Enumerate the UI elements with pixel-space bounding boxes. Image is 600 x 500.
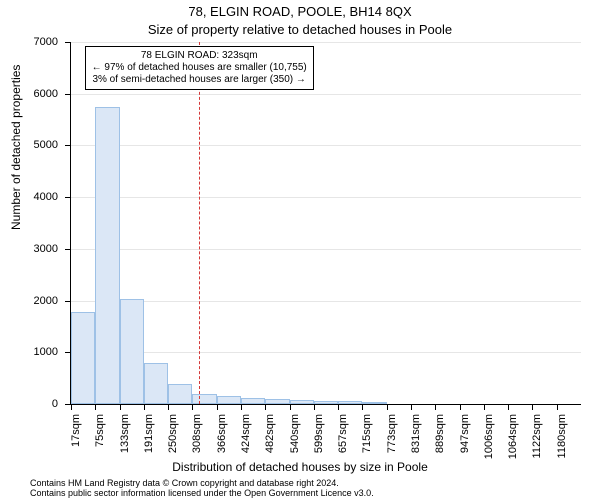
info-box-line: 3% of semi-detached houses are larger (3… xyxy=(92,74,307,86)
histogram-bar xyxy=(192,394,216,404)
x-tick-label: 715sqm xyxy=(361,414,373,464)
gridline xyxy=(71,249,581,250)
x-tick-label: 657sqm xyxy=(337,414,349,464)
x-tick xyxy=(460,404,461,410)
x-tick xyxy=(192,404,193,410)
y-tick xyxy=(65,145,71,146)
chart-subtitle: Size of property relative to detached ho… xyxy=(0,22,600,37)
histogram-bar xyxy=(120,299,144,404)
plot-area: 78 ELGIN ROAD: 323sqm← 97% of detached h… xyxy=(70,42,581,405)
histogram-bar xyxy=(71,312,95,404)
y-tick-label: 1000 xyxy=(18,347,58,358)
x-tick-label: 250sqm xyxy=(167,414,179,464)
x-tick-label: 133sqm xyxy=(119,414,131,464)
footer-line-1: Contains HM Land Registry data © Crown c… xyxy=(30,478,374,488)
x-tick-label: 366sqm xyxy=(216,414,228,464)
footer-line-2: Contains public sector information licen… xyxy=(30,488,374,498)
x-tick-label: 1122sqm xyxy=(531,414,543,464)
x-tick-label: 947sqm xyxy=(459,414,471,464)
x-tick-label: 773sqm xyxy=(386,414,398,464)
x-tick-label: 599sqm xyxy=(313,414,325,464)
y-tick-label: 4000 xyxy=(18,192,58,203)
x-tick-label: 75sqm xyxy=(94,414,106,464)
x-tick xyxy=(217,404,218,410)
chart-page: 78, ELGIN ROAD, POOLE, BH14 8QX Size of … xyxy=(0,0,600,500)
gridline xyxy=(71,301,581,302)
y-tick xyxy=(65,249,71,250)
x-tick-label: 540sqm xyxy=(289,414,301,464)
histogram-bar xyxy=(265,399,289,404)
y-tick-label: 0 xyxy=(18,399,58,410)
x-tick xyxy=(241,404,242,410)
x-tick-label: 1064sqm xyxy=(507,414,519,464)
histogram-bar xyxy=(338,401,362,404)
histogram-bar xyxy=(168,384,192,404)
histogram-bar xyxy=(290,400,314,404)
y-tick xyxy=(65,197,71,198)
x-tick xyxy=(484,404,485,410)
gridline xyxy=(71,94,581,95)
info-box: 78 ELGIN ROAD: 323sqm← 97% of detached h… xyxy=(85,46,314,90)
histogram-bar xyxy=(314,401,338,404)
x-tick xyxy=(120,404,121,410)
y-tick-label: 6000 xyxy=(18,89,58,100)
x-tick-label: 191sqm xyxy=(143,414,155,464)
x-tick xyxy=(387,404,388,410)
x-tick xyxy=(508,404,509,410)
y-tick xyxy=(65,301,71,302)
histogram-bar xyxy=(362,402,386,404)
info-box-line: 78 ELGIN ROAD: 323sqm xyxy=(92,50,307,62)
histogram-bar xyxy=(144,363,168,404)
x-tick-label: 831sqm xyxy=(410,414,422,464)
gridline xyxy=(71,42,581,43)
histogram-bar xyxy=(217,396,241,404)
x-tick xyxy=(532,404,533,410)
y-tick xyxy=(65,42,71,43)
x-tick-label: 424sqm xyxy=(240,414,252,464)
gridline xyxy=(71,197,581,198)
x-tick xyxy=(265,404,266,410)
reference-line xyxy=(199,42,200,404)
x-tick-label: 1006sqm xyxy=(483,414,495,464)
x-tick-label: 889sqm xyxy=(434,414,446,464)
histogram-bar xyxy=(241,398,265,404)
gridline xyxy=(71,145,581,146)
x-tick xyxy=(95,404,96,410)
x-tick xyxy=(168,404,169,410)
y-tick-label: 7000 xyxy=(18,37,58,48)
x-tick xyxy=(144,404,145,410)
page-title: 78, ELGIN ROAD, POOLE, BH14 8QX xyxy=(0,4,600,19)
x-tick xyxy=(435,404,436,410)
x-tick xyxy=(71,404,72,410)
x-tick-label: 482sqm xyxy=(264,414,276,464)
y-tick-label: 3000 xyxy=(18,244,58,255)
x-tick xyxy=(411,404,412,410)
x-tick-label: 17sqm xyxy=(70,414,82,464)
info-box-line: ← 97% of detached houses are smaller (10… xyxy=(92,62,307,74)
x-tick-label: 308sqm xyxy=(191,414,203,464)
footer-attribution: Contains HM Land Registry data © Crown c… xyxy=(30,478,374,498)
y-tick-label: 2000 xyxy=(18,296,58,307)
x-tick xyxy=(557,404,558,410)
y-tick xyxy=(65,94,71,95)
x-tick xyxy=(314,404,315,410)
x-tick xyxy=(290,404,291,410)
histogram-bar xyxy=(95,107,119,404)
x-tick xyxy=(362,404,363,410)
gridline xyxy=(71,352,581,353)
x-tick xyxy=(338,404,339,410)
y-tick-label: 5000 xyxy=(18,140,58,151)
x-tick-label: 1180sqm xyxy=(556,414,568,464)
